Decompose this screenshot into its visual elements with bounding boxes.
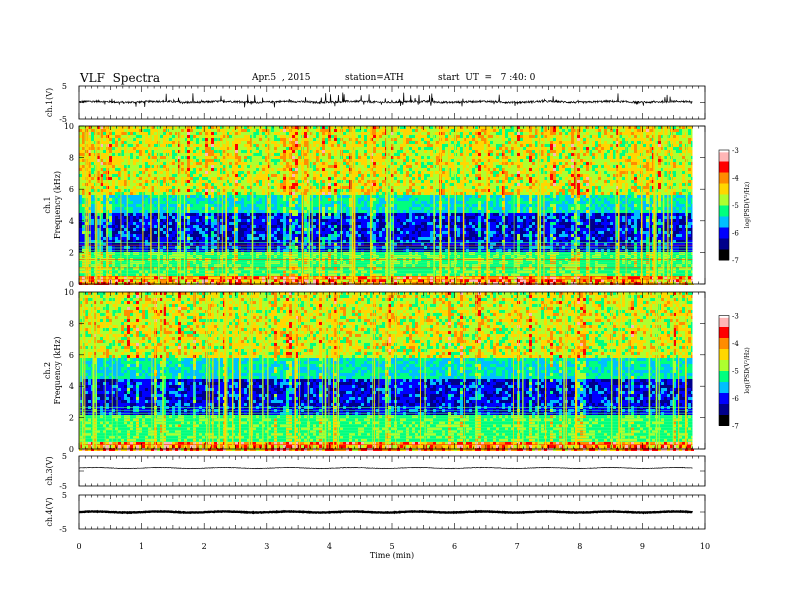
x-tick-label: 9 <box>640 542 645 551</box>
colorbar-label: log(PSD(V²/Hz) <box>744 182 751 229</box>
colorbar-tick-label: -6 <box>732 395 739 403</box>
x-axis-label: Time (min) <box>370 551 414 560</box>
x-tick-label: 7 <box>515 542 520 551</box>
ch1-waveform-trace <box>78 92 693 108</box>
colorbar-tick-label: -4 <box>732 175 739 183</box>
y-tick-label: -5 <box>59 525 67 534</box>
y-tick-label: 0 <box>69 445 74 454</box>
ch4-waveform-ylabel: ch.4(V) <box>45 497 54 526</box>
ch3-waveform-ylabel: ch.3(V) <box>45 456 54 485</box>
ch3-waveform-trace <box>78 466 693 470</box>
y-tick-label: 2 <box>69 414 74 423</box>
ch4-waveform-trace <box>78 509 693 515</box>
ch2-spectrogram-colorbar <box>719 315 729 426</box>
ch2-spectrogram-heatmap <box>79 292 705 451</box>
station-label: station=ATH <box>345 73 404 83</box>
y-tick-label: 6 <box>69 351 74 360</box>
colorbar-tick-label: -3 <box>732 147 739 155</box>
ch2-spectrogram-channel-label: ch.2 <box>43 362 52 379</box>
x-tick-label: 5 <box>389 542 394 551</box>
chart-title: VLF Spectra <box>80 71 160 85</box>
x-tick-label: 4 <box>327 542 332 551</box>
y-tick-label: 6 <box>69 185 74 194</box>
y-tick-label: 2 <box>69 248 74 257</box>
x-tick-label: 8 <box>577 542 582 551</box>
colorbar-frame <box>718 149 730 261</box>
colorbar-tick-label: -7 <box>732 423 739 431</box>
colorbar-tick-label: -3 <box>732 313 739 321</box>
y-tick-label: 4 <box>69 382 74 391</box>
y-tick-label: 5 <box>62 491 67 500</box>
colorbar-tick-label: -6 <box>732 230 739 238</box>
ch1-spectrogram-heatmap <box>79 126 705 285</box>
colorbar-label: log(PSD(V²/Hz) <box>744 347 751 394</box>
y-tick-label: 4 <box>69 217 74 226</box>
y-tick-label: 0 <box>69 280 74 289</box>
ch1-waveform-ylabel: ch.1(V) <box>45 88 54 117</box>
date-label: Apr.5 , 2015 <box>252 73 311 83</box>
y-tick-label: -5 <box>59 115 67 124</box>
y-tick-label: 5 <box>62 452 67 461</box>
ch1-spectrogram-ylabel: Frequency (kHz) <box>53 171 62 239</box>
colorbar-tick-label: -5 <box>732 368 739 376</box>
colorbar-tick-label: -5 <box>732 202 739 210</box>
y-tick-label: 5 <box>62 82 67 91</box>
y-tick-label: 10 <box>64 122 74 131</box>
y-tick-label: 8 <box>69 319 74 328</box>
colorbar-tick-label: -4 <box>732 340 739 348</box>
x-tick-label: 2 <box>202 542 207 551</box>
x-tick-label: 1 <box>139 542 144 551</box>
ch1-spectrogram-colorbar <box>719 150 729 261</box>
colorbar-frame <box>718 315 730 426</box>
x-tick-label: 6 <box>452 542 457 551</box>
x-tick-label: 10 <box>700 542 710 551</box>
y-tick-label: 10 <box>64 288 74 297</box>
start-time-label: start UT = 7 :40: 0 <box>438 73 535 83</box>
y-tick-label: 8 <box>69 154 74 163</box>
x-tick-label: 3 <box>264 542 269 551</box>
ch1-spectrogram-channel-label: ch.1 <box>43 196 52 213</box>
y-tick-label: -5 <box>59 482 67 491</box>
ch2-spectrogram-ylabel: Frequency (kHz) <box>53 336 62 404</box>
x-tick-label: 0 <box>76 542 81 551</box>
colorbar-tick-label: -7 <box>732 257 739 265</box>
